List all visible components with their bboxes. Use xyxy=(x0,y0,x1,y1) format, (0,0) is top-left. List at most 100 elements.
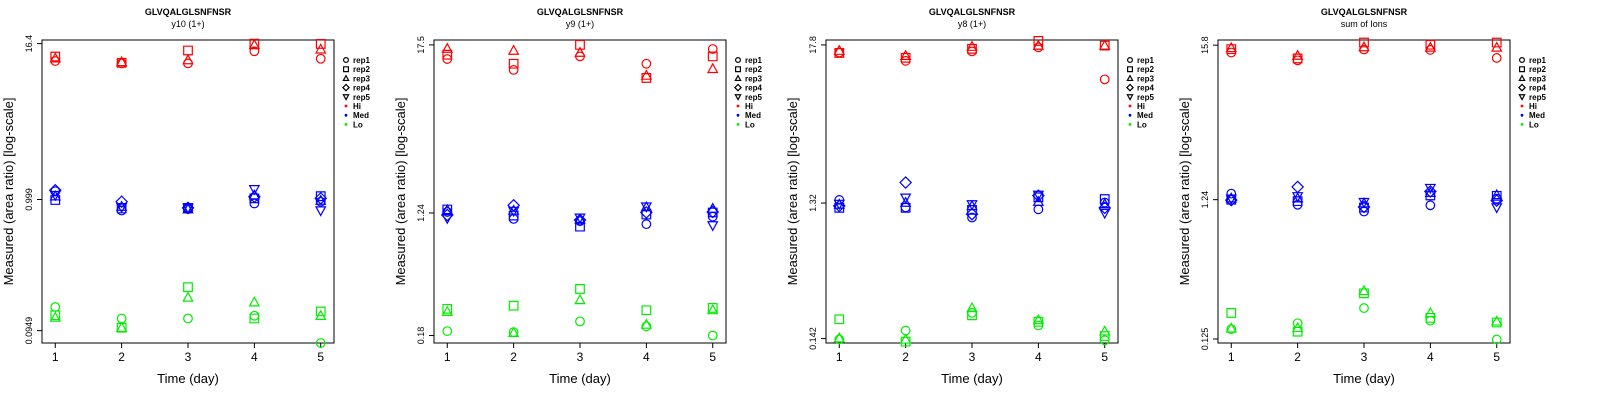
legend-label-rep1: rep1 xyxy=(353,56,370,65)
data-point-med-rep1 xyxy=(967,212,977,223)
data-point-med-rep5 xyxy=(49,190,62,202)
data-point-hi-rep2 xyxy=(1425,39,1436,50)
legend-label-rep2: rep2 xyxy=(745,65,762,74)
legend-diamond-icon xyxy=(734,83,742,92)
data-point-hi-rep2 xyxy=(575,39,585,50)
x-tick-label: 4 xyxy=(251,350,258,364)
data-point-med-rep5 xyxy=(706,221,719,232)
data-point-med-rep3 xyxy=(899,196,912,207)
data-point-lo-rep1 xyxy=(116,313,127,324)
data-point-lo-rep2 xyxy=(834,314,845,325)
y-tick-label: 0.18 xyxy=(416,327,426,345)
legend-triangle-down-icon xyxy=(1518,94,1526,101)
data-point-lo-rep1 xyxy=(1033,320,1044,331)
data-point-lo-rep1 xyxy=(249,310,260,321)
data-point-lo-rep3 xyxy=(182,291,194,302)
legend-diamond-icon xyxy=(342,83,350,92)
data-point-lo-rep1 xyxy=(641,321,652,332)
data-point-hi-rep3 xyxy=(1225,41,1238,53)
y-tick-label: 1.24 xyxy=(416,204,426,222)
data-point-med-rep1 xyxy=(1226,188,1237,199)
legend-label-rep1: rep1 xyxy=(1529,56,1546,65)
legend-triangle-down-icon xyxy=(342,94,350,101)
data-point-hi-rep3 xyxy=(441,42,454,53)
data-point-med-rep5 xyxy=(1424,183,1437,195)
data-point-hi-rep2 xyxy=(1099,40,1110,51)
data-point-med-rep2 xyxy=(834,202,845,213)
y-axis-label: Measured (area ratio) [log-scale] xyxy=(393,98,408,286)
x-tick-label: 4 xyxy=(1427,350,1434,364)
data-point-med-rep1 xyxy=(249,198,260,209)
legend-dot-icon xyxy=(736,104,740,108)
data-point-med-rep5 xyxy=(1225,194,1238,205)
legend-label-rep2: rep2 xyxy=(353,65,370,74)
data-point-lo-rep3 xyxy=(1291,321,1304,333)
legend-label-hi: Hi xyxy=(353,102,361,111)
data-point-med-rep4 xyxy=(706,205,720,219)
data-point-med-rep3 xyxy=(441,203,454,215)
data-point-med-rep2 xyxy=(900,202,911,213)
panel-3: GLVQALGLSNFNSR y8 (1+) 1 2 3 4 5 0.142 1.32 17.8 T… xyxy=(785,7,1154,386)
data-point-hi-rep3 xyxy=(182,53,194,65)
legend-label-rep3: rep3 xyxy=(353,74,370,83)
legend-label-rep4: rep4 xyxy=(353,84,370,93)
data-point-med-rep5 xyxy=(441,214,454,225)
data-point-hi-rep3 xyxy=(507,44,520,55)
panel-1: GLVQALGLSNFNSR y10 (1+) 1 2 3 4 5 0.0949 0.999 16… xyxy=(1,7,370,386)
data-point-med-rep4 xyxy=(1098,201,1112,215)
legend-dot-icon xyxy=(736,113,740,117)
data-point-hi-rep3 xyxy=(248,38,261,50)
x-tick-label: 5 xyxy=(317,350,324,364)
legend-dot-icon xyxy=(344,113,348,117)
y-tick-label: 0.0949 xyxy=(24,317,34,345)
data-point-med-rep4 xyxy=(965,207,979,221)
legend-label-rep5: rep5 xyxy=(745,93,762,102)
data-point-med-rep5 xyxy=(899,193,912,204)
data-point-med-rep4 xyxy=(1224,193,1238,207)
legend-label-rep4: rep4 xyxy=(745,84,762,93)
legend-label-rep2: rep2 xyxy=(1529,65,1546,74)
data-point-med-rep3 xyxy=(1358,197,1370,208)
legend-label-rep2: rep2 xyxy=(1137,65,1154,74)
data-point-med-rep1 xyxy=(315,196,326,207)
data-point-hi-rep3 xyxy=(115,55,128,67)
data-point-hi-rep3 xyxy=(1424,41,1437,52)
x-tick-label: 2 xyxy=(510,350,517,364)
data-point-hi-rep2 xyxy=(183,45,193,56)
data-point-med-rep3 xyxy=(248,188,261,200)
panel-subtitle: y9 (1+) xyxy=(566,19,594,29)
legend-triangle-up-icon xyxy=(342,74,350,82)
x-tick-label: 4 xyxy=(643,350,650,364)
data-point-med-rep3 xyxy=(115,200,128,211)
data-point-hi-rep3 xyxy=(1032,39,1045,50)
data-point-med-rep2 xyxy=(508,210,519,221)
data-point-lo-rep3 xyxy=(1424,306,1437,318)
plot-frame xyxy=(825,39,1119,344)
data-point-med-rep4 xyxy=(1291,180,1305,194)
data-point-med-rep1 xyxy=(641,219,652,230)
legend-label-rep5: rep5 xyxy=(1137,93,1154,102)
data-point-hi-rep1 xyxy=(315,53,326,64)
data-point-hi-rep1 xyxy=(834,47,845,58)
data-point-hi-rep3 xyxy=(966,40,978,51)
legend-label-rep3: rep3 xyxy=(1529,74,1546,83)
y-tick-label: 16.4 xyxy=(24,35,34,53)
data-point-med-rep1 xyxy=(1033,204,1044,215)
x-tick-label: 3 xyxy=(185,350,192,364)
data-point-lo-rep1 xyxy=(575,316,585,327)
data-point-lo-rep2 xyxy=(508,300,519,311)
legend-label-rep1: rep1 xyxy=(745,56,762,65)
data-point-med-rep4 xyxy=(832,199,846,213)
data-point-lo-rep3 xyxy=(1098,325,1111,336)
data-point-lo-rep3 xyxy=(1225,322,1238,333)
panel-title: GLVQALGLSNFNSR xyxy=(929,7,1016,17)
legend-label-rep3: rep3 xyxy=(1137,74,1154,83)
plot-frame xyxy=(41,39,335,344)
data-point-hi-rep3 xyxy=(640,69,653,80)
data-point-lo-rep2 xyxy=(116,322,127,333)
data-point-lo-rep3 xyxy=(1490,315,1503,326)
x-tick-label: 1 xyxy=(444,350,451,364)
data-point-lo-rep1 xyxy=(707,330,718,341)
data-point-lo-rep1 xyxy=(50,302,61,312)
